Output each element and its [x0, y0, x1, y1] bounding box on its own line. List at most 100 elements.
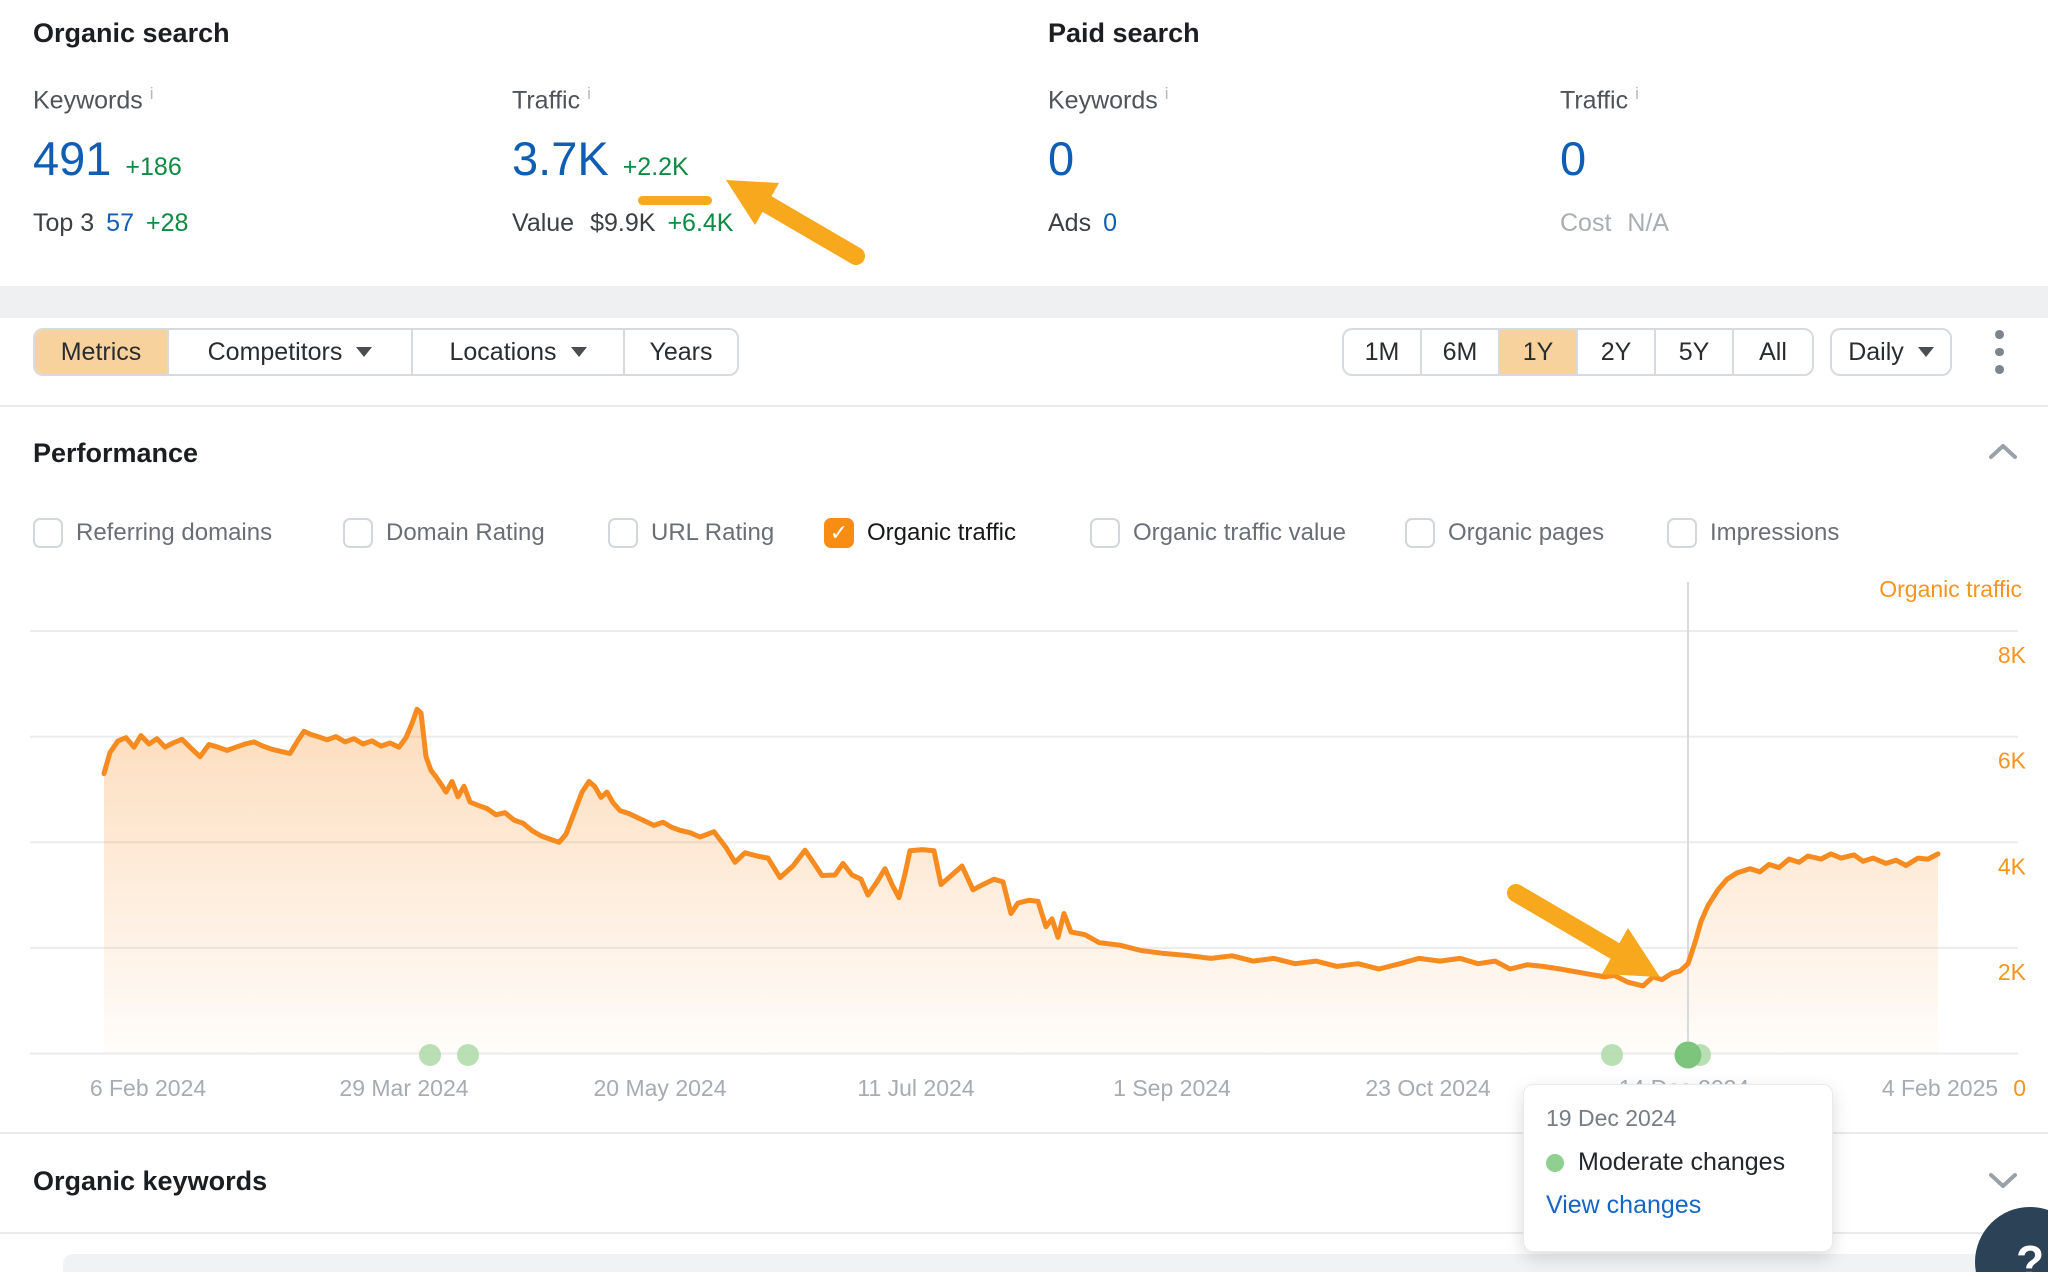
paid-keywords-metric: Keywords i 0 Ads 0	[1048, 84, 1169, 238]
organic-keywords-delta: +186	[125, 153, 182, 182]
annotation-arrow-icon	[726, 180, 865, 265]
y-axis-tick: 4K	[1998, 853, 2027, 879]
chart-legend: Organic traffic	[1879, 576, 2022, 602]
checkbox-label: Domain Rating	[386, 519, 545, 546]
annotation-arrow-icon	[1507, 884, 1624, 960]
tab-label: Competitors	[207, 337, 343, 366]
checkbox-label: URL Rating	[651, 519, 775, 546]
organic-traffic-label: Traffic	[512, 86, 581, 115]
tooltip-date: 19 Dec 2024	[1546, 1105, 1677, 1131]
organic-keywords-metric: Keywords i 491 +186 Top 3 57 +28	[33, 84, 188, 238]
range-5y[interactable]: 5Y	[1656, 330, 1734, 374]
tab-label: Locations	[449, 337, 557, 366]
checkbox-checked-icon: ✓	[824, 518, 854, 548]
change-dot-icon	[1546, 1153, 1564, 1172]
section-divider	[0, 1232, 2048, 1234]
section-divider-band	[0, 286, 2048, 318]
paid-keywords-label: Keywords	[1048, 86, 1158, 115]
info-icon[interactable]: i	[149, 84, 154, 103]
tooltip-change-label: Moderate changes	[1578, 1148, 1786, 1176]
metric-checkbox-url-rating[interactable]: URL Rating	[608, 518, 774, 548]
y-axis-tick: 2K	[1998, 959, 2027, 985]
paid-traffic-label: Traffic	[1560, 86, 1629, 115]
range-1y[interactable]: 1Y	[1500, 330, 1578, 374]
performance-title: Performance	[33, 438, 199, 468]
range-label: All	[1759, 337, 1787, 366]
tab-years[interactable]: Years	[625, 330, 737, 374]
expand-chevron-down-icon[interactable]	[1988, 1170, 2018, 1190]
range-label: 6M	[1442, 337, 1478, 366]
metric-checkbox-organic-traffic[interactable]: ✓ Organic traffic	[824, 518, 1016, 548]
info-icon[interactable]: i	[1164, 84, 1169, 103]
change-event-dot[interactable]	[1601, 1044, 1623, 1066]
range-1m[interactable]: 1M	[1344, 330, 1422, 374]
organic-keywords-title: Organic keywords	[33, 1166, 268, 1196]
x-axis-tick: 11 Jul 2024	[857, 1075, 974, 1101]
paid-traffic-value: 0	[1560, 132, 1587, 186]
metric-checkbox-referring-domains[interactable]: Referring domains	[33, 518, 272, 548]
change-event-dot[interactable]	[419, 1044, 441, 1066]
checkbox-label: Referring domains	[76, 519, 273, 546]
granularity-label: Daily	[1848, 337, 1904, 366]
keywords-table-top	[63, 1254, 1985, 1272]
change-event-dot-selected[interactable]	[1674, 1041, 1702, 1069]
collapse-chevron-up-icon[interactable]	[1988, 442, 2018, 462]
range-2y[interactable]: 2Y	[1578, 330, 1656, 374]
view-changes-link[interactable]: View changes	[1546, 1191, 1702, 1219]
paid-keywords-value: 0	[1048, 132, 1075, 186]
change-event-tooltip: 19 Dec 2024 Moderate changes View change…	[1523, 1084, 1833, 1252]
view-tabs: Metrics Competitors Locations Years	[33, 328, 739, 376]
tab-label: Years	[649, 337, 713, 366]
metric-checkbox-organic-traffic-value[interactable]: Organic traffic value	[1090, 518, 1346, 548]
checkbox-unchecked-icon	[1090, 518, 1120, 548]
checkbox-unchecked-icon	[608, 518, 638, 548]
traffic-area	[104, 709, 1938, 1054]
range-label: 2Y	[1600, 337, 1632, 366]
ads-label: Ads	[1048, 209, 1092, 238]
info-icon[interactable]: i	[1635, 84, 1639, 103]
checkbox-label: Organic pages	[1448, 519, 1605, 546]
granularity-dropdown[interactable]: Daily	[1830, 328, 1952, 376]
cost-label: Cost	[1560, 209, 1612, 238]
annotation-arrowhead-icon	[1602, 928, 1660, 977]
more-options-kebab-icon[interactable]	[1984, 330, 2014, 375]
chevron-down-icon	[570, 347, 587, 357]
range-label: 5Y	[1678, 337, 1710, 366]
paid-traffic-metric: Traffic i 0 Cost N/A	[1560, 84, 1669, 238]
tab-metrics[interactable]: Metrics	[35, 330, 169, 374]
organic-search-title: Organic search	[33, 18, 230, 48]
top3-value[interactable]: 57	[106, 209, 134, 238]
organic-keywords-value: 491	[33, 132, 112, 186]
metric-checkbox-organic-pages[interactable]: Organic pages	[1405, 518, 1604, 548]
cost-value: N/A	[1627, 209, 1670, 238]
y-axis-tick: 6K	[1998, 748, 2027, 774]
help-button[interactable]: ?	[1975, 1207, 2048, 1272]
range-6m[interactable]: 6M	[1422, 330, 1500, 374]
organic-traffic-metric: Traffic i 3.7K +2.2K Value $9.9K +6.4K	[512, 84, 733, 238]
info-icon[interactable]: i	[587, 84, 591, 103]
tab-locations[interactable]: Locations	[413, 330, 625, 374]
tab-competitors[interactable]: Competitors	[169, 330, 413, 374]
checkbox-label: Impressions	[1710, 519, 1840, 546]
y-axis-tick: 8K	[1998, 642, 2027, 668]
organic-traffic-chart[interactable]: 8K 6K 4K 2K 0 6 Feb 2024 29 Mar 2024 20 May 202…	[0, 560, 2048, 1120]
value-delta: +6.4K	[667, 209, 734, 238]
top3-label: Top 3	[33, 209, 95, 238]
y-axis-tick: 0	[2013, 1075, 2026, 1101]
top3-delta: +28	[145, 209, 189, 238]
x-axis-tick: 1 Sep 2024	[1113, 1075, 1231, 1101]
metric-checkbox-domain-rating[interactable]: Domain Rating	[343, 518, 545, 548]
traffic-line	[101, 706, 1941, 989]
chevron-down-icon	[356, 347, 373, 357]
section-divider	[0, 1132, 2048, 1134]
checkbox-unchecked-icon	[343, 518, 373, 548]
organic-keywords-label: Keywords	[33, 86, 143, 115]
range-all[interactable]: All	[1734, 330, 1812, 374]
ads-value[interactable]: 0	[1103, 209, 1117, 238]
change-event-dot[interactable]	[457, 1044, 479, 1066]
checkbox-label: Organic traffic value	[1133, 519, 1346, 546]
highlight-underline	[638, 196, 712, 205]
toolbar-divider	[0, 405, 2048, 407]
metric-checkbox-impressions[interactable]: Impressions	[1667, 518, 1839, 548]
x-axis-tick: 23 Oct 2024	[1365, 1075, 1491, 1101]
